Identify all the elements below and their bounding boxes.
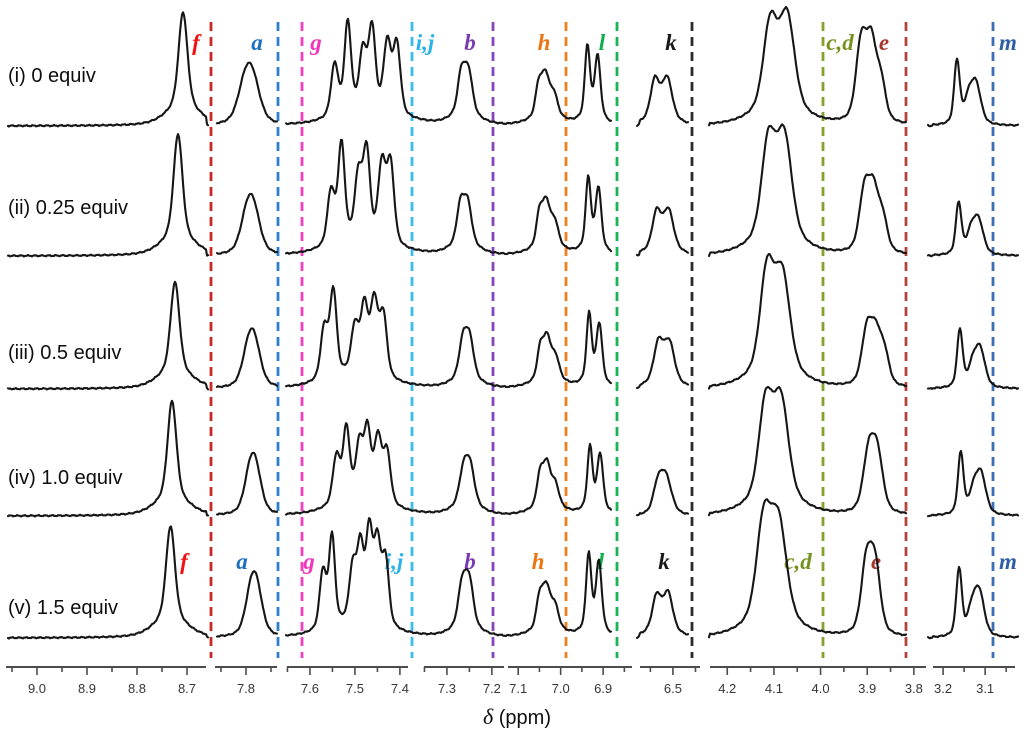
nmr-trace-row1-seg5 — [707, 5, 908, 127]
row-label-3: (iii) 0.5 equiv — [8, 342, 121, 364]
peak-label-h-top: h — [538, 30, 551, 55]
axis-tick-label: 4.0 — [812, 681, 830, 696]
axis-tick-label: 6.9 — [594, 681, 612, 696]
nmr-trace-row3-seg5 — [707, 252, 908, 390]
nmr-trace-row3-seg2 — [215, 327, 279, 389]
axis-tick-label: 7.6 — [301, 681, 319, 696]
x-axis-unit-label: (ppm) — [493, 707, 552, 729]
axis-tick-label: 8.7 — [178, 681, 196, 696]
row-label-1: (i) 0 equiv — [8, 65, 96, 87]
nmr-trace-row2-seg2 — [215, 192, 279, 255]
peak-label-l-top: l — [599, 30, 606, 55]
peak-label-f-top: f — [192, 30, 202, 55]
axis-tick-label: 8.9 — [78, 681, 96, 696]
axis-tick-label: 8.8 — [128, 681, 146, 696]
nmr-trace-row2-seg6 — [926, 200, 1020, 258]
axis-tick-label: 6.5 — [664, 681, 682, 696]
peak-label-cd-top: c,d — [826, 30, 854, 55]
peak-label-m-bottom: m — [999, 549, 1017, 574]
axis-tick-label: 3.2 — [934, 681, 952, 696]
peak-label-b-bottom: b — [464, 549, 476, 574]
nmr-trace-row1-seg1 — [6, 11, 210, 128]
peak-label-ij-bottom: i,j — [385, 549, 404, 574]
nmr-trace-row2-seg5 — [707, 123, 908, 258]
nmr-trace-row5-seg6 — [926, 565, 1020, 640]
peak-label-m-top: m — [999, 30, 1017, 55]
axis-tick-label: 4.1 — [765, 681, 783, 696]
axis-tick-label: 7.4 — [391, 681, 409, 696]
nmr-trace-row5-seg3 — [284, 517, 613, 638]
nmr-trace-row5-seg2 — [215, 570, 279, 638]
nmr-trace-row3-seg4 — [635, 335, 690, 390]
nmr-trace-row1-seg6 — [926, 57, 1020, 128]
peak-label-ij-top: i,j — [416, 30, 435, 55]
nmr-trace-row1-seg3 — [284, 17, 613, 126]
axis-tick-label: 7.8 — [237, 681, 255, 696]
axis-tick-label: 7.0 — [552, 681, 570, 696]
nmr-trace-row4-seg3 — [284, 418, 613, 516]
axis-tick-label: 3.1 — [976, 681, 994, 696]
nmr-trace-row5-seg1 — [6, 525, 210, 640]
nmr-trace-row4-seg4 — [635, 468, 690, 517]
nmr-trace-row2-seg1 — [6, 133, 210, 258]
x-axis-title: δ (ppm) — [437, 704, 597, 730]
peak-label-k-bottom: k — [658, 549, 670, 574]
peak-label-f-bottom: f — [180, 549, 190, 574]
peak-label-e-bottom: e — [871, 549, 881, 574]
nmr-trace-row2-seg3 — [284, 138, 613, 256]
axis-tick-label: 7.5 — [346, 681, 364, 696]
nmr-trace-row5-seg5 — [707, 498, 908, 639]
nmr-trace-row4-seg2 — [215, 451, 279, 516]
axis-tick-label: 3.8 — [905, 681, 923, 696]
nmr-trace-row1-seg2 — [215, 61, 279, 125]
peak-label-l-bottom: l — [598, 549, 605, 574]
nmr-trace-row3-seg6 — [926, 327, 1020, 390]
peak-label-a-top: a — [251, 30, 263, 55]
nmr-trace-row3-seg3 — [284, 284, 613, 389]
delta-symbol: δ — [482, 704, 494, 729]
peak-label-k-top: k — [665, 30, 677, 55]
nmr-trace-row2-seg4 — [635, 206, 690, 257]
axis-tick-label: 9.0 — [28, 681, 46, 696]
peak-label-cd-bottom: c,d — [784, 549, 812, 574]
nmr-trace-row4-seg6 — [926, 449, 1020, 518]
nmr-trace-row5-seg4 — [635, 588, 690, 639]
nmr-trace-row3-seg1 — [6, 280, 210, 391]
axis-tick-label: 4.2 — [718, 681, 736, 696]
row-label-2: (ii) 0.25 equiv — [8, 197, 128, 219]
peak-label-a-bottom: a — [236, 549, 248, 574]
peak-label-h-bottom: h — [532, 549, 545, 574]
peak-label-e-top: e — [879, 30, 889, 55]
peak-label-g-bottom: g — [302, 549, 315, 574]
axis-tick-label: 3.9 — [858, 681, 876, 696]
axis-tick-label: 7.1 — [509, 681, 527, 696]
peak-label-b-top: b — [464, 30, 476, 55]
axis-tick-label: 7.3 — [438, 681, 456, 696]
row-label-5: (v) 1.5 equiv — [8, 597, 118, 619]
nmr-trace-row4-seg1 — [6, 399, 210, 518]
row-label-4: (iv) 1.0 equiv — [8, 467, 123, 489]
nmr-trace-row4-seg5 — [707, 385, 908, 517]
axis-tick-label: 7.2 — [483, 681, 501, 696]
peak-label-g-top: g — [309, 30, 322, 55]
nmr-trace-row1-seg4 — [635, 74, 690, 127]
